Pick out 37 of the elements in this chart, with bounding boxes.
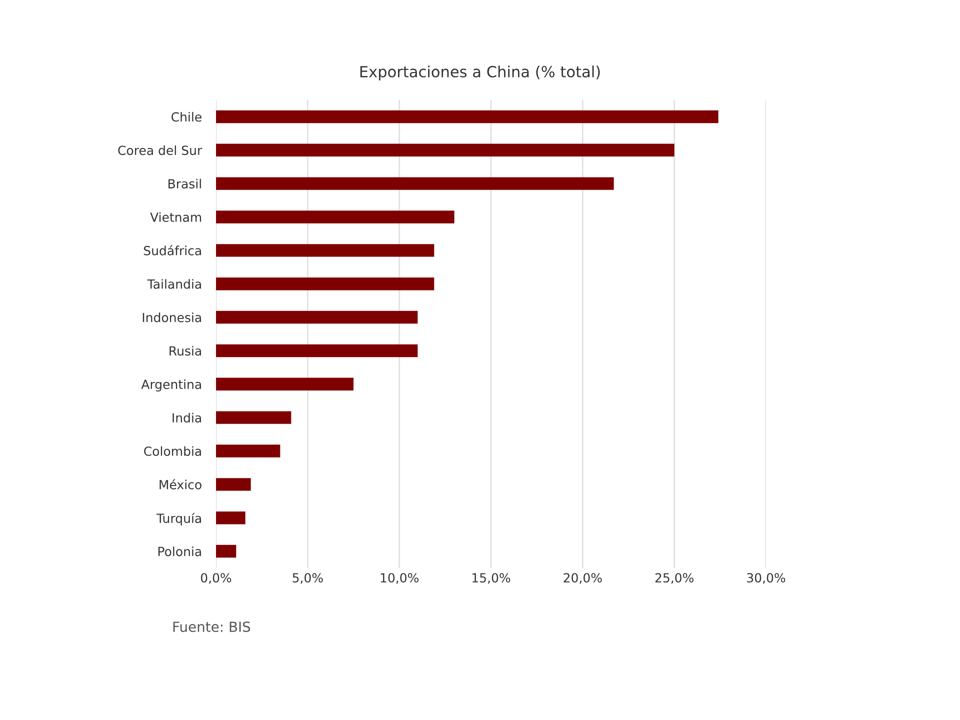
y-tick-label: India: [172, 412, 201, 422]
chart-title: Exportaciones a China (% total): [360, 66, 600, 80]
y-tick-label: Brasil: [168, 178, 201, 188]
bar: [216, 478, 251, 491]
bar: [216, 110, 718, 124]
bar: [216, 310, 418, 324]
source-note: Fuente: BIS: [173, 622, 250, 632]
y-tick-label: México: [160, 479, 202, 490]
bar: [216, 444, 280, 458]
x-tick-label: 20,0%: [564, 573, 602, 584]
x-tick-label: 5,0%: [292, 573, 323, 584]
y-tick-label: Vietnam: [150, 212, 202, 222]
y-tick-label: Sudáfrica: [144, 245, 201, 256]
bar: [216, 210, 454, 224]
y-tick-label: Indonesia: [142, 312, 201, 322]
bar: [216, 512, 246, 524]
bar: [216, 344, 418, 358]
bar: [216, 177, 614, 190]
x-tick-label: 10,0%: [380, 573, 418, 584]
bar: [216, 378, 354, 390]
x-tick-label: 0,0%: [200, 573, 232, 584]
y-tick-label: Argentina: [141, 379, 201, 392]
y-tick-label: Corea del Sur: [118, 145, 202, 156]
bar: [216, 244, 434, 257]
y-tick-label: Turquía: [156, 512, 201, 526]
x-tick-label: 25,0%: [655, 573, 694, 584]
y-tick-label: Polonia: [158, 546, 201, 556]
bar: [216, 144, 674, 156]
y-tick-label: Rusia: [170, 346, 201, 356]
y-tick-label: Tailandia: [147, 279, 201, 289]
bar: [216, 278, 434, 290]
y-tick-label: Chile: [172, 112, 202, 122]
y-tick-label: Colombia: [144, 446, 201, 456]
x-tick-label: 15,0%: [472, 573, 510, 584]
bar: [216, 411, 292, 424]
x-tick-label: 30,0%: [747, 573, 786, 584]
bar: [216, 544, 236, 558]
